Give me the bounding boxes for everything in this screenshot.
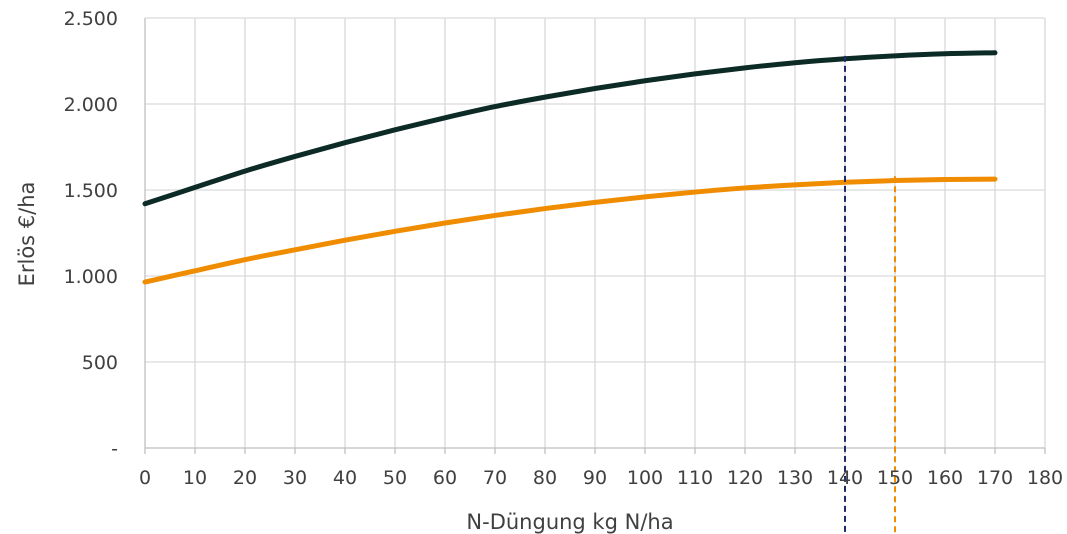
series-layer <box>142 50 998 285</box>
x-tick-label: 30 <box>283 467 307 489</box>
marker-layer <box>844 55 896 534</box>
x-tick-label: 20 <box>233 467 257 489</box>
x-axis-title: N-Düngung kg N/ha <box>466 510 673 534</box>
x-tick-label: 150 <box>877 467 913 489</box>
x-tick-label: 0 <box>139 467 151 489</box>
x-tick-label: 80 <box>533 467 557 489</box>
x-tick-label: 140 <box>827 467 863 489</box>
x-tick-label: 100 <box>627 467 663 489</box>
x-tick-label: 70 <box>483 467 507 489</box>
series-line-2 <box>142 176 998 285</box>
x-tick-label: 50 <box>383 467 407 489</box>
y-axis-title: Erlös €/ha <box>15 182 39 287</box>
x-tick-label: 110 <box>677 467 713 489</box>
x-tick-label: 90 <box>583 467 607 489</box>
y-tick-label: 500 <box>82 352 118 374</box>
y-tick-label: 2.500 <box>64 8 118 30</box>
x-tick-label: 130 <box>777 467 813 489</box>
y-tick-label: 2.000 <box>64 94 118 116</box>
y-tick-label: 1.500 <box>64 180 118 202</box>
y-tick-label: - <box>111 438 118 460</box>
label-layer: 0 10 20 30 40 50 60 70 80 90 100 110 120 130 140 150 160… <box>64 8 1064 489</box>
grid-layer <box>145 17 1046 448</box>
x-tick-label: 170 <box>977 467 1013 489</box>
x-tick-label: 10 <box>183 467 207 489</box>
series-line-1 <box>142 50 998 207</box>
x-tick-label: 40 <box>333 467 357 489</box>
x-tick-label: 120 <box>727 467 763 489</box>
x-tick-label: 160 <box>927 467 963 489</box>
x-tick-label: 60 <box>433 467 457 489</box>
x-tick-label: 180 <box>1027 467 1063 489</box>
y-tick-label: 1.000 <box>64 266 118 288</box>
